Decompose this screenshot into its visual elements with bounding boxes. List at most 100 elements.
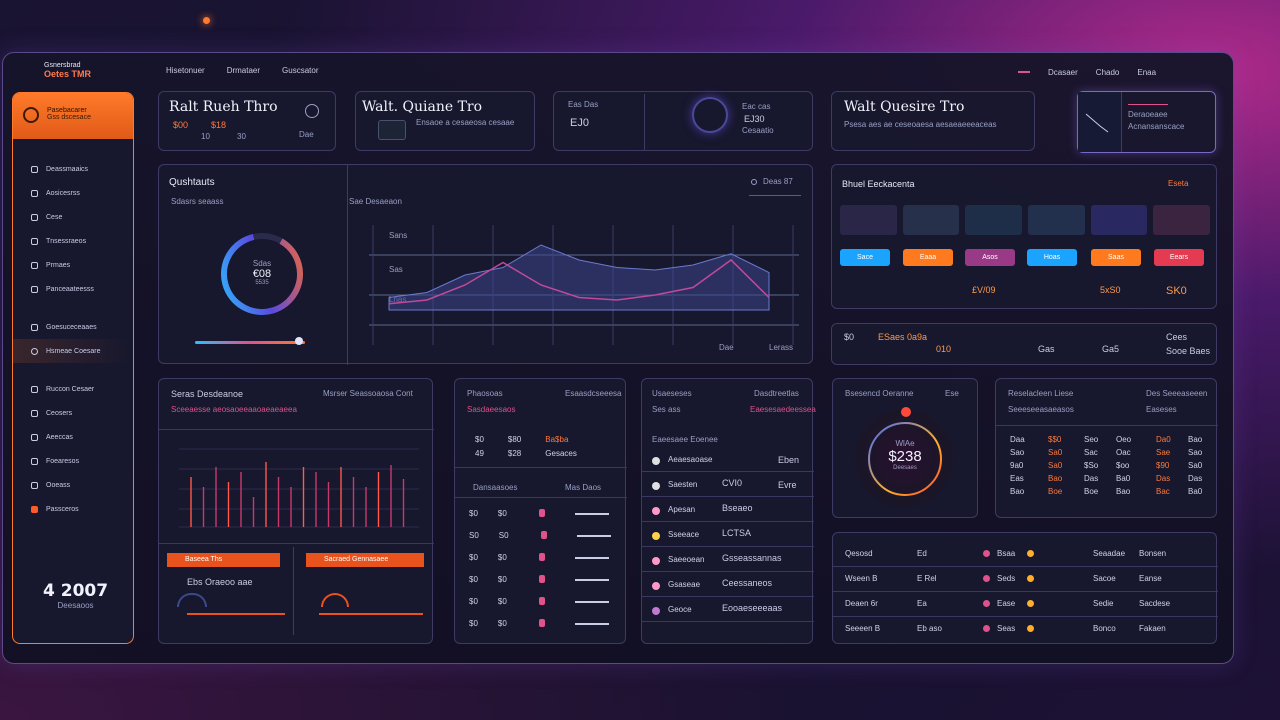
status-dot [652, 482, 660, 490]
info-icon[interactable] [305, 104, 319, 118]
slider-handle[interactable] [295, 337, 303, 345]
nav-icon [31, 323, 38, 331]
list-row[interactable]: $0 $80 Ba$ba [475, 435, 569, 444]
sidebar-item[interactable]: Cese [13, 205, 133, 229]
nav-item[interactable]: Guscsator [282, 66, 319, 75]
list-row[interactable]: $0 $0 [469, 553, 609, 562]
nav-item[interactable]: Enaa [1137, 68, 1157, 77]
overview-tab[interactable]: Sae Desaeaon [349, 197, 402, 206]
y-label: Sans [389, 231, 408, 240]
donut-value: €08 [252, 268, 272, 280]
sidebar-item-active[interactable]: Hsmeae Coesare [13, 339, 133, 363]
strip-value: Ga5 [1102, 344, 1120, 354]
tile[interactable] [902, 205, 960, 235]
status-dot [1027, 550, 1034, 557]
row-label[interactable]: Geoce [668, 605, 692, 614]
logo-icon [23, 107, 39, 123]
kpi-card[interactable]: Eas Das EJ0 Eac cas EJ30 Cesaatio [553, 91, 813, 151]
table-cell: Seaadae [1093, 549, 1126, 558]
list-row[interactable]: $0 $0 [469, 575, 609, 584]
kpi-title: Walt. Quiane Tro [362, 99, 483, 115]
pin-icon [540, 531, 547, 539]
kpi-icon [378, 120, 406, 140]
row-label[interactable]: Sseeace [668, 530, 700, 539]
tile[interactable] [1090, 205, 1148, 235]
kpi-card[interactable]: Walt Quesire Tro Psesa aes ae ceseoaesa … [831, 91, 1035, 151]
calendar-icon[interactable] [751, 179, 757, 185]
kpi-card[interactable]: Deraoeaee Acnansanscace [1077, 91, 1216, 153]
status-indicator [1018, 71, 1030, 73]
nav-icon [31, 409, 38, 417]
status-dot [652, 532, 660, 540]
list-row[interactable]: $0 $0 [469, 509, 609, 518]
kpi-thumb [1078, 92, 1122, 152]
nav-icon [31, 347, 38, 355]
row-value: S0 [469, 531, 479, 540]
gauge-icon [692, 97, 728, 133]
sidebar-item[interactable]: Goesuceceaaes [13, 315, 133, 339]
category-pill[interactable]: Saas [1091, 249, 1141, 266]
sidebar-item[interactable]: Deassmaaics [13, 157, 133, 181]
divider [455, 467, 627, 468]
row-label[interactable]: Aeaesaoase [668, 455, 713, 464]
nav-icon [31, 213, 38, 221]
overview-tab[interactable]: Sdasrs seaass [171, 197, 224, 206]
divider [644, 94, 645, 150]
row-value: $0 [497, 597, 507, 606]
row-value: Bseaeo [722, 503, 753, 513]
sidebar-item[interactable]: Ooeass [13, 473, 133, 497]
list-row[interactable]: 49 $28 Gesaces [475, 449, 577, 458]
orders-footer-tab[interactable]: Sacraed Gennasaee [306, 553, 424, 567]
row-value: $0 [469, 509, 478, 518]
sidebar-item[interactable]: Foearesos [13, 449, 133, 473]
sidebar-item[interactable]: Ruccon Cesaer [13, 377, 133, 401]
sidebar-item[interactable]: Panceaateesss [13, 277, 133, 301]
row-label[interactable]: Gsaseae [668, 580, 701, 589]
nav-item[interactable]: Hisetonuer [166, 66, 205, 75]
category-pill[interactable]: Eaaa [903, 249, 953, 266]
grid-cell: Daa [1010, 435, 1025, 444]
sidebar-header[interactable]: Pasebacarer Gss dscesace [13, 93, 133, 139]
table-cell: Eb aso [917, 624, 942, 633]
orders-footer-tab[interactable]: Baseea Ths [167, 553, 280, 567]
list-row[interactable]: $0 $0 [469, 597, 609, 606]
breakdown-title: Bhuel Eeckacenta [842, 179, 915, 189]
sidebar-item[interactable]: Ceosers [13, 401, 133, 425]
divider [833, 591, 1218, 592]
category-pill[interactable]: Hoas [1027, 249, 1077, 266]
kpi-card[interactable]: Walt. Quiane Tro Ensaoe a cesaeosa cesaa… [355, 91, 535, 151]
nav-item[interactable]: Chado [1095, 68, 1120, 77]
grid-cell: Da0 [1156, 435, 1171, 444]
divider [159, 543, 434, 544]
row-value: Eooaeseeeaas [722, 603, 783, 613]
list-row[interactable]: S0 S0 [469, 531, 611, 540]
sidebar-item[interactable]: Tnsessraeos [13, 229, 133, 253]
row-label[interactable]: Saeeoean [668, 555, 705, 564]
tile[interactable] [1028, 205, 1085, 235]
row-label[interactable]: Apesan [668, 505, 696, 514]
nav-item[interactable]: Dcasaer [1048, 68, 1078, 77]
category-pill[interactable]: Asos [965, 249, 1015, 266]
tile[interactable] [840, 205, 897, 235]
status-dot [652, 507, 660, 515]
divider [642, 596, 814, 597]
nav-icon [31, 457, 38, 465]
grid-cell: Ba0 [1188, 487, 1203, 496]
table-cell: Sacdese [1139, 599, 1171, 608]
tile[interactable] [1153, 205, 1211, 235]
sidebar-item[interactable]: Aosicesrss [13, 181, 133, 205]
category-pill[interactable]: Eears [1154, 249, 1204, 266]
accent-line [1128, 104, 1168, 105]
kpi-card[interactable]: Ralt Rueh Thro $00 $18 10 30 Dae [158, 91, 336, 151]
sidebar-item[interactable]: Prmaes [13, 253, 133, 277]
row-label[interactable]: Saesten [668, 480, 698, 489]
category-pill[interactable]: Sace [840, 249, 890, 266]
sidebar-item[interactable]: Passceros [13, 497, 133, 521]
kpi-sub: 30 [237, 132, 246, 141]
status-dot [652, 557, 660, 565]
nav-item[interactable]: Drmataer [226, 66, 261, 75]
list-row[interactable]: $0 $0 [469, 619, 609, 628]
sidebar-item[interactable]: Aeeccas [13, 425, 133, 449]
tile[interactable] [965, 205, 1023, 235]
table-cell: Wseen B [845, 574, 878, 583]
